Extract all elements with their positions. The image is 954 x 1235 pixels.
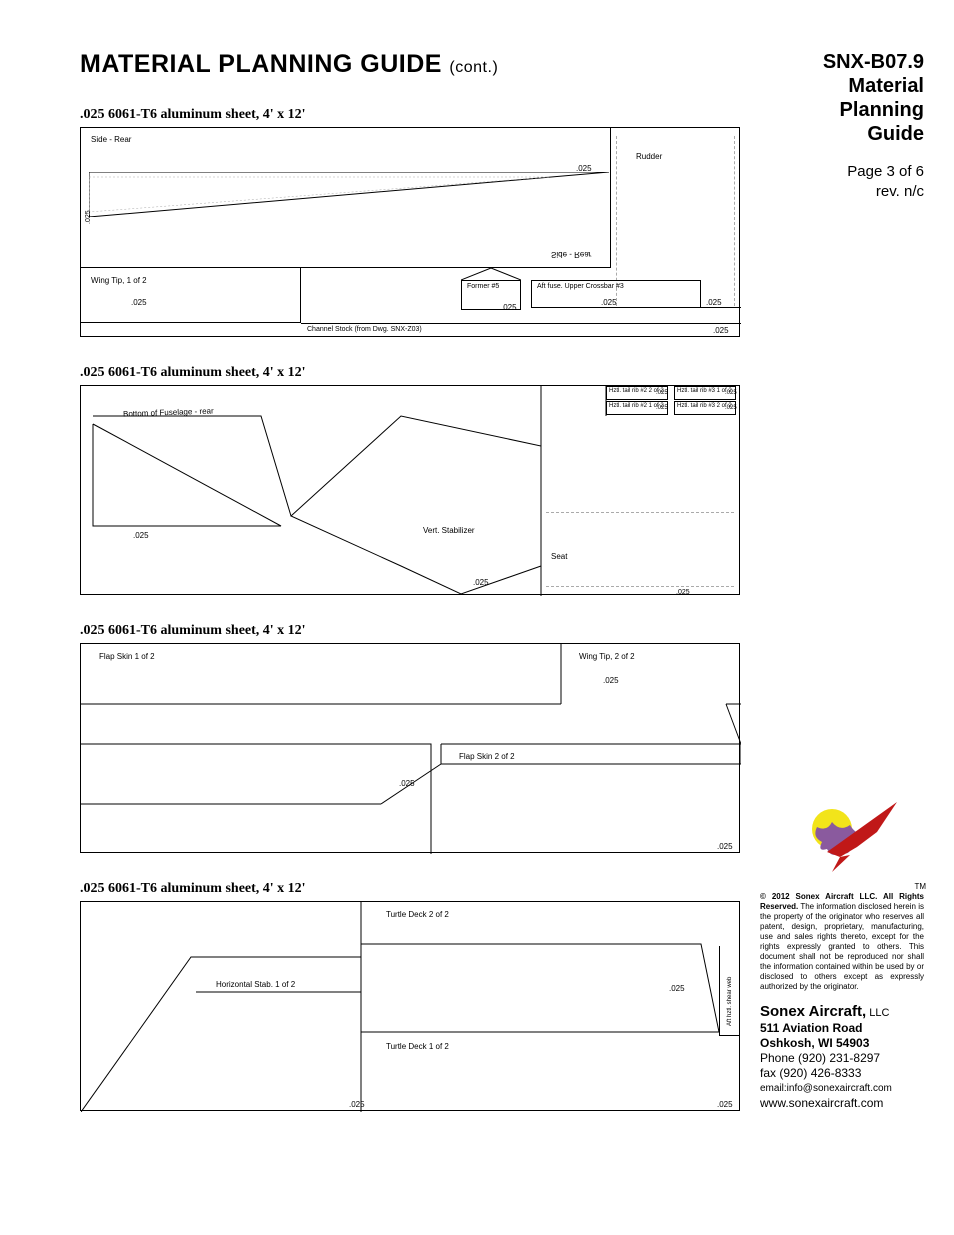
page-title: MATERIAL PLANNING GUIDE (cont.) — [80, 50, 740, 79]
diagram-4: Aft hztl. shear web Turtle Deck 2 of 2 H… — [80, 901, 740, 1111]
fax: fax (920) 426-8333 — [760, 1066, 924, 1081]
d3-025b: .025 — [717, 842, 733, 851]
page-line: Page 3 of 6 — [760, 162, 924, 182]
d4-td2-label: Turtle Deck 2 of 2 — [386, 910, 449, 919]
sheet-title-1: .025 6061-T6 aluminum sheet, 4' x 12' — [80, 107, 740, 123]
sheet-title-3: .025 6061-T6 aluminum sheet, 4' x 12' — [80, 623, 740, 639]
d2-vert-025: .025 — [473, 578, 489, 587]
doc-id-4: Guide — [760, 122, 924, 146]
company-name: Sonex Aircraft, — [760, 1003, 866, 1020]
d3-wt2-label: Wing Tip, 2 of 2 — [579, 652, 635, 661]
rev-line: rev. n/c — [760, 182, 924, 202]
d1-aft-025: .025 — [601, 298, 617, 307]
d1-wingtip-label: Wing Tip, 1 of 2 — [91, 276, 147, 285]
doc-id-1: SNX-B07.9 — [760, 50, 924, 74]
d1-wingtip-025: .025 — [131, 298, 147, 307]
doc-id-2: Material — [760, 74, 924, 98]
email: email:info@sonexaircraft.com — [760, 1081, 924, 1096]
d2-vert-label: Vert. Stabilizer — [423, 526, 475, 535]
d4-shear-label: Aft hztl. shear web — [727, 977, 733, 1026]
d3-flap2-label: Flap Skin 2 of 2 — [459, 752, 515, 761]
sheet-section-4: .025 6061-T6 aluminum sheet, 4' x 12' Af… — [80, 881, 740, 1111]
d1-former-label: Former #5 — [467, 283, 499, 290]
d2-seat-label: Seat — [551, 552, 567, 561]
d4-hs1-label: Horizontal Stab. 1 of 2 — [216, 980, 295, 989]
diagram-1: Side - Rear .025 .025 Side - Rear Rudder… — [80, 127, 740, 337]
sheet-section-2: .025 6061-T6 aluminum sheet, 4' x 12' Bo… — [80, 365, 740, 595]
d4-td1-label: Turtle Deck 1 of 2 — [386, 1042, 449, 1051]
diagram-3: Flap Skin 1 of 2 Flap Skin 2 of 2 Wing T… — [80, 643, 740, 853]
d1-025-rot: .025 — [85, 210, 92, 224]
d1-rudder-label: Rudder — [636, 152, 662, 161]
phone: Phone (920) 231-8297 — [760, 1051, 924, 1066]
d4-025b: .025 — [717, 1100, 733, 1109]
d1-025-a: .025 — [576, 164, 592, 173]
d4-025c: .025 — [669, 984, 685, 993]
d4-025a: .025 — [349, 1100, 365, 1109]
d2-rib025-3: .025 — [656, 405, 668, 411]
sidebar: SNX-B07.9 Material Planning Guide Page 3… — [760, 50, 924, 1111]
diagram-2: Bottom of Fuselage - rear .025 Vert. Sta… — [80, 385, 740, 595]
d1-side-rear-label: Side - Rear — [91, 135, 131, 144]
d2-bfuse-025: .025 — [133, 531, 149, 540]
doc-id-3: Planning — [760, 98, 924, 122]
d1-former-025: .025 — [501, 303, 517, 312]
title-cont: (cont.) — [449, 59, 498, 76]
sheet-title-2: .025 6061-T6 aluminum sheet, 4' x 12' — [80, 365, 740, 381]
d3-025a: .025 — [399, 779, 415, 788]
d1-channel-025: .025 — [713, 326, 729, 335]
d2-seat-025: .025 — [676, 589, 690, 596]
doc-id: SNX-B07.9 Material Planning Guide — [760, 50, 924, 146]
d2-rib025-4: .025 — [725, 405, 737, 411]
d2-rib025-1: .025 — [656, 390, 668, 396]
d1-rudder-025: .025 — [706, 298, 722, 307]
d2-rib025-2: .025 — [725, 390, 737, 396]
main-column: MATERIAL PLANNING GUIDE (cont.) .025 606… — [80, 50, 740, 1111]
d1-aft-label: Aft fuse. Upper Crossbar #3 — [537, 283, 624, 290]
sheet-title-4: .025 6061-T6 aluminum sheet, 4' x 12' — [80, 881, 740, 897]
d3-flap1-label: Flap Skin 1 of 2 — [99, 652, 155, 661]
d1-side-rear-mirror: Side - Rear — [551, 250, 591, 259]
page-number: Page 3 of 6 rev. n/c — [760, 162, 924, 202]
company-block: Sonex Aircraft, LLC 511 Aviation Road Os… — [760, 1004, 924, 1111]
d3-wt2-025: .025 — [603, 676, 619, 685]
company-llc: LLC — [866, 1007, 889, 1019]
web: www.sonexaircraft.com — [760, 1096, 924, 1111]
addr1: 511 Aviation Road — [760, 1021, 924, 1036]
addr2: Oshkosh, WI 54903 — [760, 1036, 924, 1051]
legal-text: © 2012 Sonex Aircraft LLC. All Rights Re… — [760, 892, 924, 992]
sheet-section-1: .025 6061-T6 aluminum sheet, 4' x 12' Si… — [80, 107, 740, 337]
legal-body: The information disclosed herein is the … — [760, 902, 924, 991]
sheet-section-3: .025 6061-T6 aluminum sheet, 4' x 12' Fl… — [80, 623, 740, 853]
d1-channel-label: Channel Stock (from Dwg. SNX-Z03) — [307, 326, 422, 333]
title-text: MATERIAL PLANNING GUIDE — [80, 50, 442, 78]
tm-mark: TM — [914, 882, 926, 891]
logo: TM — [802, 797, 924, 882]
